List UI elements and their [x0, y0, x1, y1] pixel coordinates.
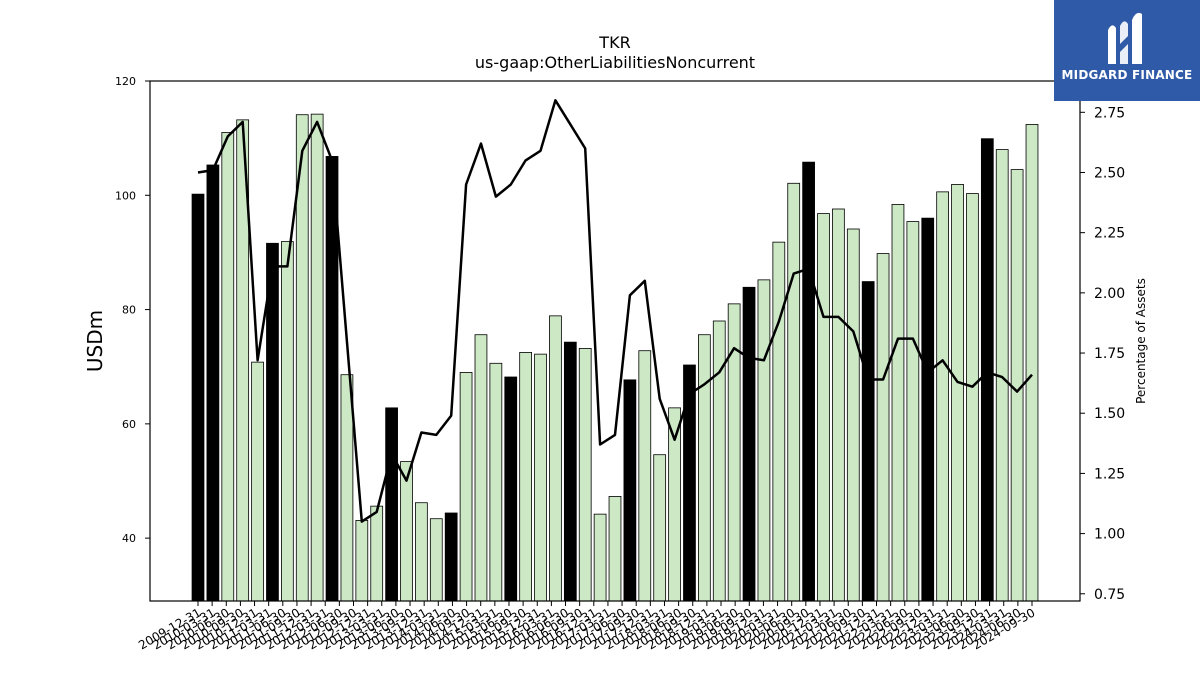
y2-tick-label: 1.75 [1094, 346, 1125, 362]
bar [832, 208, 845, 602]
bar [846, 228, 860, 602]
y-tick-label: 80 [122, 304, 136, 317]
bar [578, 348, 592, 602]
y2-tick-label: 2.75 [1094, 105, 1125, 121]
bar [891, 204, 905, 602]
bar [742, 286, 756, 602]
y2-tick-label: 1.50 [1094, 406, 1125, 422]
brand-logo: MIDGARD FINANCE [1054, 0, 1200, 101]
chart-title: TKR [598, 33, 630, 52]
bar [861, 281, 875, 602]
y-tick-label: 120 [115, 75, 136, 88]
bar [980, 138, 994, 602]
bar [638, 350, 652, 602]
bar [906, 221, 920, 602]
y2-tick-label: 2.50 [1094, 165, 1125, 181]
bar [370, 505, 384, 602]
bar [802, 161, 815, 602]
bar [817, 213, 830, 602]
bars [191, 113, 1039, 602]
bar [966, 193, 979, 602]
bar [787, 182, 801, 602]
y2-tick-label: 0.75 [1094, 587, 1125, 603]
bar [608, 496, 622, 602]
bar [385, 407, 398, 602]
bar [400, 461, 413, 602]
plot-frame [149, 80, 1081, 602]
y2-tick-label: 2.25 [1094, 226, 1125, 242]
bar [474, 334, 488, 602]
logo-icon [1108, 12, 1142, 64]
bar [191, 193, 205, 602]
y-axis-right: 0.75 1.00 1.25 1.50 1.75 2.00 2.25 2.50 2.75 [1080, 105, 1125, 603]
y2-axis-label: Percentage of Assets [1134, 278, 1148, 404]
bar [310, 113, 324, 602]
bar [519, 352, 533, 602]
y2-tick-label: 1.00 [1094, 527, 1125, 543]
bar [221, 132, 235, 602]
y-tick-label: 100 [115, 189, 136, 202]
x-axis: 2009-12-312010-03-312010-06-302010-09-30… [136, 601, 1038, 652]
bar [340, 374, 354, 602]
bar [415, 502, 428, 602]
bar [444, 512, 458, 602]
y-tick-label: 40 [122, 532, 136, 545]
chart-subtitle: us-gaap:OtherLiabilitiesNoncurrent [475, 53, 755, 72]
bar [757, 279, 771, 602]
logo-text: MIDGARD FINANCE [1061, 68, 1193, 82]
y2-tick-label: 1.25 [1094, 466, 1125, 482]
bar [623, 379, 637, 602]
y-tick-label: 60 [122, 418, 136, 431]
percentage-line [197, 99, 1033, 523]
bar [280, 241, 294, 602]
bar [876, 253, 890, 602]
bar [429, 518, 443, 602]
y-axis-left: 40 60 80 100 120 [115, 75, 150, 545]
y2-tick-label: 2.00 [1094, 286, 1125, 302]
bar [683, 364, 696, 602]
bar [206, 164, 220, 602]
bar [698, 334, 711, 602]
bar [504, 376, 518, 602]
bar [549, 315, 562, 602]
bar [459, 372, 473, 602]
bar [489, 362, 503, 602]
bar [1025, 124, 1039, 602]
bar [653, 454, 667, 602]
bar [563, 341, 577, 602]
bar [936, 191, 950, 602]
bar [712, 320, 726, 602]
bar [921, 217, 935, 602]
y-axis-label: USDm [83, 310, 107, 372]
bar [772, 241, 786, 602]
bar [593, 513, 607, 602]
bar [951, 184, 964, 602]
bar [355, 520, 369, 602]
bar [251, 361, 264, 602]
bar [534, 353, 547, 602]
